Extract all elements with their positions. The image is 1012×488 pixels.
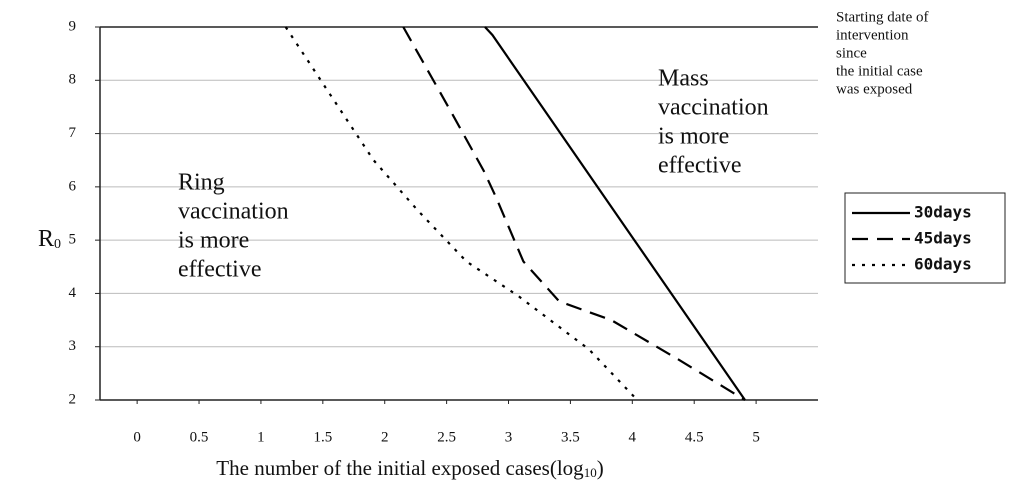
y-tick-label: 4 — [69, 285, 77, 301]
y-tick-label: 9 — [69, 18, 77, 34]
annotation: the initial case — [836, 63, 923, 79]
series-line — [484, 26, 746, 401]
x-tick-label: 4.5 — [685, 429, 704, 445]
y-axis-label: R0 — [38, 226, 61, 253]
annotation: intervention — [836, 27, 909, 43]
x-tick-label: 3.5 — [561, 429, 580, 445]
y-axis-label-main: R — [38, 226, 54, 252]
x-tick-label: 2 — [381, 429, 389, 445]
annotation: is more — [658, 124, 729, 150]
legend-label: 60days — [914, 255, 972, 274]
annotation: Mass — [658, 66, 709, 92]
annotation: Ring — [178, 170, 225, 196]
legend-label: 30days — [914, 203, 972, 222]
x-tick-label: 1 — [257, 429, 265, 445]
series-line — [284, 26, 639, 401]
annotation: is more — [178, 228, 249, 254]
y-tick-label: 5 — [69, 232, 77, 248]
y-tick-label: 2 — [69, 391, 77, 407]
x-tick-label: 0.5 — [190, 429, 209, 445]
x-tick-label: 3 — [505, 429, 513, 445]
y-tick-label: 6 — [69, 178, 77, 194]
y-tick-label: 8 — [69, 72, 77, 88]
y-tick-label: 7 — [69, 125, 77, 141]
y-tick-label: 3 — [69, 338, 77, 354]
x-axis-label-sub: 10 — [584, 465, 597, 480]
annotation: was exposed — [836, 81, 913, 97]
y-axis-label-sub: 0 — [54, 237, 61, 252]
annotation: effective — [178, 257, 262, 283]
annotation: Starting date of — [836, 9, 928, 25]
x-axis-label: The number of the initial exposed cases(… — [216, 456, 603, 480]
x-tick-label: 5 — [752, 429, 760, 445]
legend-box — [844, 192, 1006, 284]
x-tick-label: 1.5 — [313, 429, 332, 445]
x-tick-label: 2.5 — [437, 429, 456, 445]
legend-label: 45days — [914, 229, 972, 248]
annotation: since — [836, 45, 867, 61]
annotation: vaccination — [658, 95, 769, 121]
series-line — [402, 26, 746, 401]
x-tick-label: 4 — [629, 429, 637, 445]
x-tick-label: 0 — [133, 429, 141, 445]
x-axis-label-main: The number of the initial exposed cases(… — [216, 456, 584, 480]
annotation: vaccination — [178, 199, 289, 225]
x-axis-label-end: ) — [597, 456, 604, 480]
annotation: effective — [658, 153, 742, 179]
